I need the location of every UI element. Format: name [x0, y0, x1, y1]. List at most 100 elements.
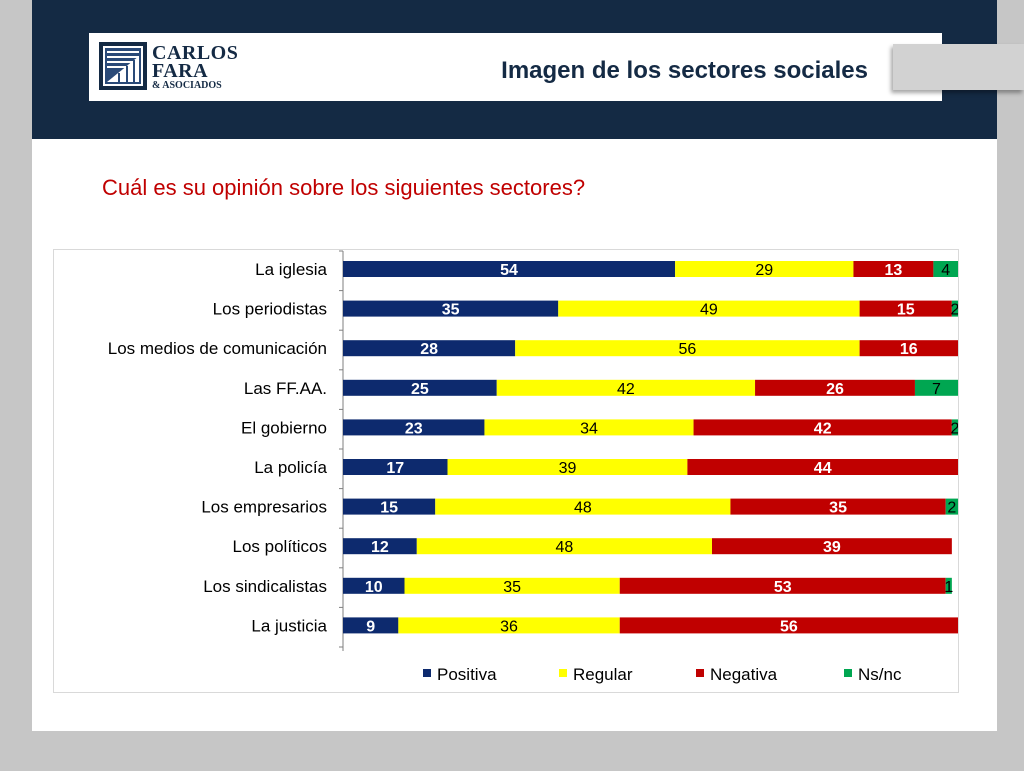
data-label: 39	[559, 460, 577, 477]
logo-text-line2: FARA	[152, 60, 209, 82]
bar-segment-negativa	[730, 498, 946, 515]
bar-segment-nsnc	[933, 261, 958, 277]
data-label: 49	[700, 302, 718, 319]
data-label: 53	[774, 579, 792, 596]
data-label: 29	[755, 262, 773, 279]
category-label: Los sindicalistas	[203, 577, 327, 596]
bar-segment-positiva	[343, 340, 516, 357]
data-label: 26	[826, 381, 844, 398]
data-label: 17	[386, 460, 404, 477]
logo-text-line3: & ASOCIADOS	[152, 80, 222, 91]
bar-segment-positiva	[343, 577, 405, 594]
bar-segment-regular	[558, 300, 860, 317]
data-label: 48	[574, 500, 592, 517]
data-label: 4	[941, 262, 950, 279]
data-label: 9	[366, 618, 375, 635]
data-label: 12	[371, 539, 389, 556]
data-label: 2	[947, 500, 956, 517]
slide: CARLOS FARA & ASOCIADOS Imagen de los se…	[32, 0, 997, 731]
bar-segment-negativa	[859, 300, 952, 317]
bar-segment-positiva	[343, 261, 676, 277]
bar-segment-positiva	[343, 459, 448, 475]
legend-swatch	[423, 669, 431, 677]
category-label: Los periodistas	[213, 300, 327, 319]
category-label: La iglesia	[255, 260, 327, 279]
bar-segment-regular	[496, 379, 756, 396]
bar-segment-regular	[515, 340, 860, 357]
data-label: 15	[380, 500, 398, 517]
data-label: 15	[897, 302, 915, 319]
bar-segment-negativa	[619, 617, 958, 634]
legend-label: Negativa	[710, 665, 778, 684]
side-tab	[893, 44, 1024, 90]
bar-segment-negativa	[755, 379, 915, 396]
data-label: 39	[823, 539, 841, 556]
bar-segment-nsnc	[945, 577, 952, 594]
chart-area: La iglesia 54 29 13 4 Los periodistas 35 49 15 2 L…	[53, 249, 959, 693]
survey-question: Cuál es su opinión sobre los siguientes …	[102, 175, 586, 200]
bar-segment-positiva	[343, 617, 399, 634]
data-label: 48	[556, 539, 574, 556]
logo-text-line1: CARLOS	[152, 42, 239, 64]
category-label: La policía	[254, 458, 327, 477]
data-label: 25	[411, 381, 429, 398]
data-label: 35	[442, 302, 460, 319]
data-label: 35	[503, 579, 521, 596]
bar-segment-regular	[484, 419, 694, 436]
legend-swatch	[559, 669, 567, 677]
bar-segment-regular	[447, 459, 688, 475]
data-label: 13	[885, 262, 903, 279]
category-label: Las FF.AA.	[244, 379, 327, 398]
category-label: Los empresarios	[201, 498, 327, 517]
page-title: Imagen de los sectores sociales	[501, 57, 868, 84]
bar-segment-negativa	[693, 419, 952, 436]
data-label: 28	[420, 341, 438, 358]
bar-segment-negativa	[853, 261, 934, 277]
category-label: Los medios de comunicación	[108, 339, 327, 358]
bar-segment-positiva	[343, 419, 485, 436]
data-label: 56	[780, 618, 798, 635]
data-label: 2	[950, 420, 958, 437]
data-label: 16	[900, 341, 918, 358]
category-label: El gobierno	[241, 418, 327, 437]
data-label: 42	[617, 381, 635, 398]
title-box: CARLOS FARA & ASOCIADOS Imagen de los se…	[89, 33, 942, 101]
bar-segment-nsnc	[945, 498, 958, 515]
bar-segment-nsnc	[914, 379, 958, 396]
logo: CARLOS FARA & ASOCIADOS	[99, 42, 249, 94]
category-label: La justicia	[251, 616, 327, 635]
bar-segment-negativa	[687, 459, 958, 475]
category-label: Los políticos	[233, 537, 328, 556]
bar-segment-regular	[404, 577, 620, 594]
bar-segment-positiva	[343, 379, 497, 396]
data-label: 34	[580, 420, 598, 437]
legend-label: Ns/nc	[858, 665, 902, 684]
bar-segment-positiva	[343, 498, 436, 515]
data-label: 54	[500, 262, 518, 279]
data-label: 2	[950, 302, 958, 319]
bar-segment-negativa	[619, 577, 946, 594]
legend-label: Positiva	[437, 665, 497, 684]
bar-segment-nsnc	[951, 300, 958, 317]
bar-segment-positiva	[343, 300, 559, 317]
bar-segment-nsnc	[951, 419, 958, 436]
data-label: 44	[814, 460, 832, 477]
data-label: 1	[944, 579, 953, 596]
data-label: 10	[365, 579, 383, 596]
legend-swatch	[696, 669, 704, 677]
bar-segment-regular	[398, 617, 620, 634]
bar-segment-regular	[675, 261, 854, 277]
data-label: 36	[500, 618, 518, 635]
data-label: 7	[932, 381, 941, 398]
bar-segment-negativa	[712, 538, 952, 555]
bar-segment-positiva	[343, 538, 417, 555]
data-label: 56	[679, 341, 697, 358]
logo-mark-icon	[99, 42, 147, 90]
bar-segment-regular	[416, 538, 712, 555]
data-label: 23	[405, 420, 423, 437]
legend-swatch	[844, 669, 852, 677]
data-label: 42	[814, 420, 832, 437]
bar-segment-negativa	[859, 340, 958, 357]
data-label: 35	[829, 500, 847, 517]
